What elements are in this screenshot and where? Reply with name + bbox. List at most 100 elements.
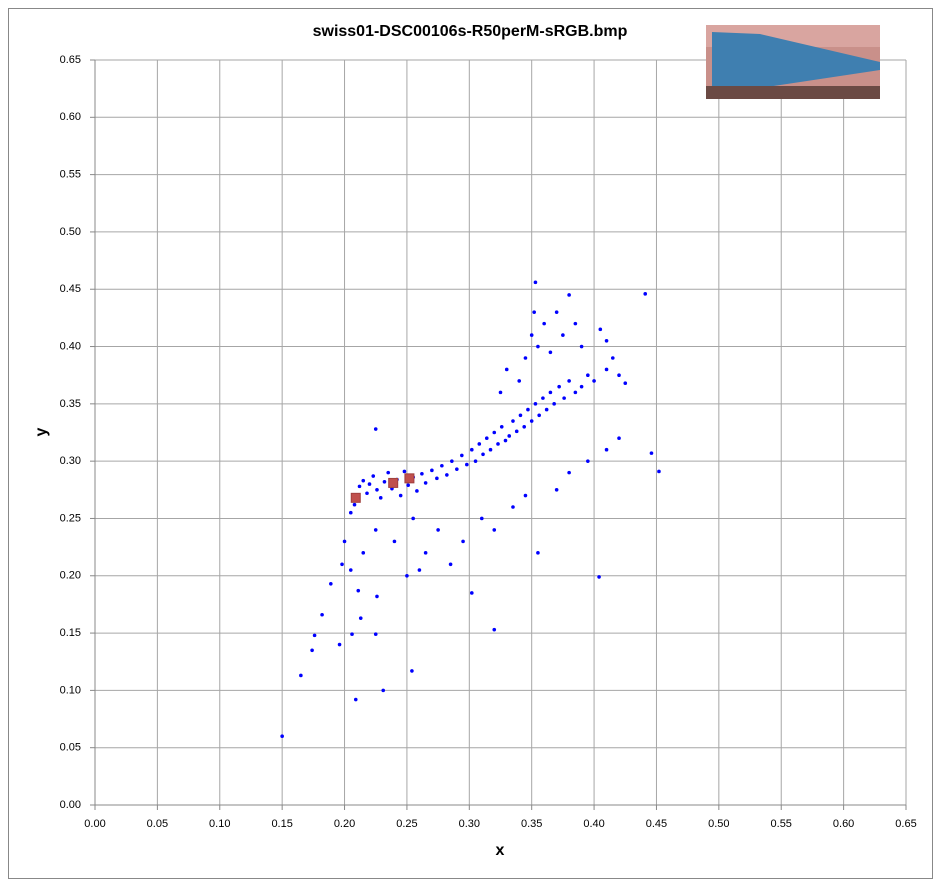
point <box>357 484 362 489</box>
point <box>557 384 561 389</box>
point <box>455 467 459 471</box>
point <box>382 479 387 484</box>
x-tick-label: 0.20 <box>334 818 355 830</box>
point <box>392 539 397 544</box>
point <box>479 516 484 521</box>
point <box>526 407 530 412</box>
y-tick-label: 0.00 <box>60 799 81 811</box>
point <box>529 333 534 337</box>
y-tick-label: 0.45 <box>60 283 81 295</box>
y-tick-label: 0.10 <box>60 684 81 696</box>
point <box>440 463 444 468</box>
point <box>375 594 379 599</box>
point <box>329 581 333 586</box>
point <box>604 367 609 372</box>
point <box>533 280 538 285</box>
thumbnail-train <box>712 32 880 92</box>
point <box>350 492 361 503</box>
point <box>402 469 407 474</box>
y-tick-label: 0.35 <box>60 398 81 410</box>
point <box>356 588 361 593</box>
point <box>592 379 596 383</box>
point <box>310 648 314 653</box>
point <box>554 310 559 314</box>
thumbnail-track <box>706 86 880 99</box>
x-tick-label: 0.40 <box>583 818 604 830</box>
thumbnail <box>706 25 880 99</box>
point <box>348 510 353 515</box>
point <box>450 459 454 463</box>
point <box>365 491 369 496</box>
y-tick-label: 0.65 <box>60 54 81 66</box>
point <box>415 489 419 493</box>
y-tick-label: 0.20 <box>60 570 81 582</box>
point <box>522 424 527 429</box>
x-tick-label: 0.60 <box>833 818 854 830</box>
point <box>386 470 391 475</box>
point <box>548 390 553 395</box>
point <box>548 350 553 355</box>
point <box>473 459 478 463</box>
point <box>542 321 546 326</box>
point <box>514 429 519 434</box>
x-tick-label: 0.10 <box>209 818 230 830</box>
point <box>597 575 601 579</box>
point <box>492 430 497 435</box>
x-tick-label: 0.00 <box>84 818 105 830</box>
y-tick-label: 0.40 <box>60 340 81 352</box>
point <box>529 419 534 423</box>
point <box>649 451 654 455</box>
point <box>541 396 545 400</box>
point <box>348 568 353 572</box>
chart-frame <box>8 8 933 879</box>
point <box>598 327 603 332</box>
point <box>561 333 565 337</box>
point <box>481 452 485 457</box>
point <box>507 434 512 438</box>
point <box>470 591 474 595</box>
point <box>353 697 358 702</box>
y-tick-label: 0.60 <box>60 111 81 123</box>
x-tick-label: 0.45 <box>646 818 667 830</box>
point <box>320 612 324 617</box>
point <box>604 339 609 343</box>
y-tick-label: 0.55 <box>60 169 81 181</box>
point <box>465 462 469 467</box>
y-tick-label: 0.15 <box>60 627 81 639</box>
point <box>617 436 621 441</box>
x-axis-label: x <box>496 842 505 859</box>
y-tick-label: 0.25 <box>60 512 81 524</box>
point <box>586 459 590 463</box>
x-tick-label: 0.15 <box>271 818 292 830</box>
point <box>617 373 621 377</box>
x-tick-label: 0.65 <box>895 818 916 830</box>
point <box>573 321 578 326</box>
point <box>554 488 559 492</box>
point <box>388 477 399 488</box>
point <box>657 469 661 474</box>
point <box>511 505 515 509</box>
point <box>406 483 410 488</box>
point <box>562 396 566 400</box>
point <box>586 373 590 377</box>
point <box>337 642 342 647</box>
y-tick-label: 0.50 <box>60 226 81 238</box>
point <box>518 413 523 418</box>
point <box>280 734 284 739</box>
point <box>373 632 378 637</box>
point <box>371 474 376 478</box>
point <box>503 438 508 443</box>
point <box>532 310 536 314</box>
point <box>488 447 493 452</box>
point <box>423 551 428 555</box>
y-axis-label: y <box>33 427 50 436</box>
point <box>417 568 422 572</box>
point <box>511 419 515 423</box>
point <box>536 344 540 349</box>
point <box>492 627 497 632</box>
point <box>445 473 449 477</box>
point <box>410 669 414 673</box>
y-tick-label: 0.30 <box>60 455 81 467</box>
point <box>552 402 556 406</box>
